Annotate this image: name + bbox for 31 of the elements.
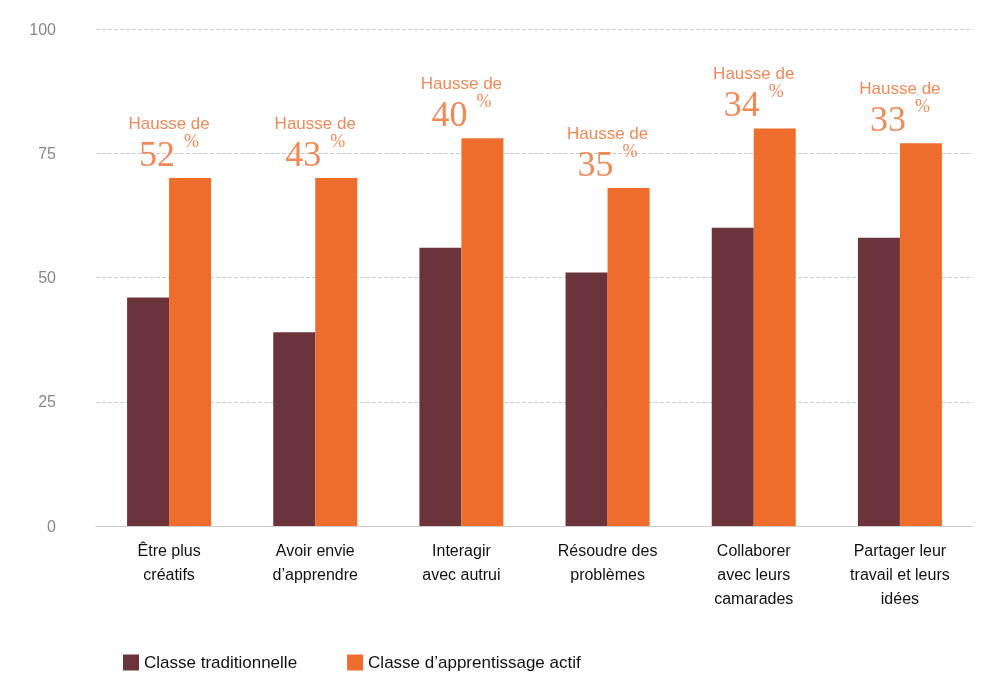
y-tick-label: 0 [47,517,57,535]
y-tick-label: 100 [29,20,57,38]
x-tick-label: Collaborer avec leurs camarades [714,541,794,607]
bar [127,297,170,526]
bar [565,272,608,526]
bar [315,178,358,526]
x-tick-label: Résoudre des problèmes [557,541,658,583]
y-tick-label: 50 [38,269,57,286]
legend-label: Classe traditionnelle [144,653,298,672]
annotation: Hausse de 33 % [859,79,941,140]
annotation: Hausse de 34 % [713,64,795,125]
annotation: Hausse de 43 % [274,114,356,175]
y-tick-label: 75 [38,144,57,162]
x-tick-label: Avoir envie d’apprendre [272,541,359,583]
bar [419,247,462,526]
bar [899,143,942,526]
annotation: Hausse de 35 % [566,124,649,185]
bar [273,332,316,526]
y-tick-label: 25 [38,393,57,411]
bar [461,138,504,526]
annotation: Hausse de 40 % [420,74,503,135]
bar [607,188,650,526]
x-tick-label: Être plus créatifs [137,540,201,583]
x-tick-label: Interagir avec autrui [422,541,501,583]
x-tick-label: Partager leur travail et leurs idées [850,541,950,607]
bar [169,178,212,526]
legend-label: Classe d’apprentissage actif [368,653,581,672]
bar [753,128,796,526]
bar [857,237,900,526]
annotation: Hausse de 52 % [128,114,210,175]
bar [711,227,754,526]
